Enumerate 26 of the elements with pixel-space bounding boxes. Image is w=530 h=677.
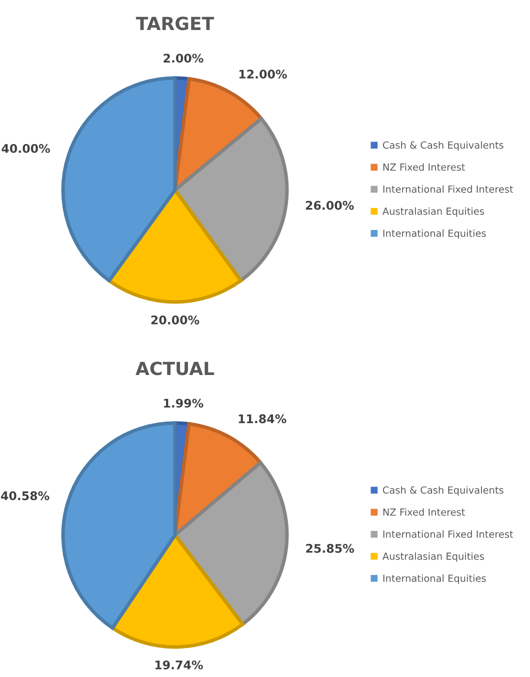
legend-label: NZ Fixed Interest bbox=[383, 508, 465, 516]
data-label: 2.00% bbox=[164, 54, 204, 63]
data-label: 1.99% bbox=[164, 398, 204, 408]
data-label: 40.00% bbox=[2, 144, 50, 153]
legend-label: International Fixed Interest bbox=[383, 185, 514, 193]
pie-slice bbox=[110, 533, 244, 649]
data-label: 19.74% bbox=[155, 660, 203, 670]
legend-label: International Equities bbox=[383, 574, 486, 584]
data-label: 11.84% bbox=[238, 414, 286, 424]
legend-label: Cash & Cash Equivalents bbox=[382, 486, 504, 496]
legend-label: Australasian Equities bbox=[382, 207, 484, 217]
pie-slice bbox=[61, 421, 177, 630]
data-label: 20.00% bbox=[151, 316, 200, 324]
legend-label: International Fixed Interest bbox=[383, 530, 514, 538]
chart-title: TARGET bbox=[136, 16, 214, 30]
pie-slice bbox=[107, 188, 243, 304]
chart-title: ACTUAL bbox=[136, 362, 214, 376]
data-label: 12.00% bbox=[239, 70, 287, 79]
legend-label: NZ Fixed Interest bbox=[383, 163, 465, 171]
legend-label: Australasian Equities bbox=[382, 552, 484, 562]
legend-label: Cash & Cash Equivalents bbox=[382, 141, 504, 151]
legend-label: International Equities bbox=[383, 229, 486, 239]
data-label: 26.00% bbox=[306, 200, 354, 210]
data-label: 40.58% bbox=[1, 491, 50, 500]
pie-slice bbox=[61, 76, 177, 282]
data-label: 25.85% bbox=[306, 544, 354, 553]
